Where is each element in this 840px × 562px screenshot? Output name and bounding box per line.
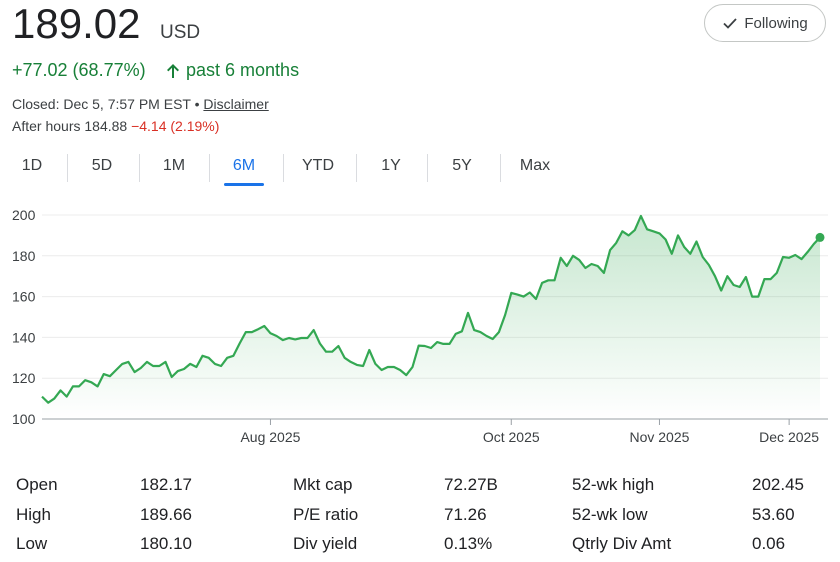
range-tabs: 1D 5D 1M 6M YTD 1Y 5Y Max: [0, 150, 560, 186]
after-hours-price: After hours 184.88: [12, 118, 128, 134]
separator: •: [194, 96, 200, 112]
stat-label: Div yield: [293, 534, 358, 553]
closed-info: Closed: Dec 5, 7:57 PM EST • Disclaimer: [12, 96, 269, 112]
y-tick-label: 200: [12, 207, 36, 223]
currency: USD: [160, 22, 201, 43]
follow-button[interactable]: Following: [704, 4, 826, 42]
stat-value: 202.45: [752, 475, 804, 494]
stat-value: 180.10: [140, 534, 192, 553]
y-tick-label: 160: [12, 289, 36, 305]
tab-separator: [500, 154, 501, 182]
follow-label: Following: [744, 14, 808, 32]
check-icon: [723, 18, 737, 29]
stat-label: P/E ratio: [293, 505, 359, 524]
up-arrow-icon: [167, 64, 179, 78]
stat-value: 72.27B: [444, 475, 498, 494]
price-change: +77.02 (68.77%): [12, 60, 146, 80]
disclaimer-link[interactable]: Disclaimer: [203, 96, 269, 112]
range-tab[interactable]: Max: [519, 157, 551, 174]
tab-separator: [67, 154, 68, 182]
range-tab[interactable]: 1Y: [381, 157, 401, 174]
after-hours: After hours 184.88 −4.14 (2.19%): [12, 118, 219, 134]
stat-label: Mkt cap: [293, 475, 353, 494]
range-tab[interactable]: 5Y: [452, 157, 472, 174]
stat-value: 0.13%: [444, 534, 493, 553]
price: 189.02: [12, 0, 141, 47]
price-chart: 100 120 140 160 180 200 Aug 2025 Oct 2025 Nov 20…: [12, 207, 828, 445]
stat-value: 182.17: [140, 475, 192, 494]
range-tab[interactable]: 1D: [21, 157, 43, 174]
stat-value: 71.26: [444, 505, 487, 524]
last-point: [815, 232, 825, 242]
x-tick-label: Dec 2025: [759, 429, 819, 445]
y-tick-label: 120: [12, 370, 36, 386]
closed-time: Closed: Dec 5, 7:57 PM EST: [12, 96, 191, 112]
tab-separator: [209, 154, 210, 182]
period: past 6 months: [186, 60, 300, 80]
x-tick-label: Nov 2025: [629, 429, 689, 445]
stat-label: High: [16, 505, 51, 524]
range-tab[interactable]: 1M: [162, 157, 186, 174]
tab-separator: [139, 154, 140, 182]
tab-separator: [283, 154, 284, 182]
stat-value: 189.66: [140, 505, 192, 524]
after-hours-change: −4.14 (2.19%): [131, 118, 220, 134]
stat-label: Low: [16, 534, 48, 553]
y-tick-label: 140: [12, 329, 36, 345]
stat-value: 0.06: [752, 534, 786, 553]
stat-label: 52-wk low: [572, 505, 648, 524]
selected-indicator: [224, 183, 264, 186]
stat-label: 52-wk high: [572, 475, 655, 494]
x-tick-label: Aug 2025: [240, 429, 300, 445]
stat-value: 53.60: [752, 505, 795, 524]
x-tick-label: Oct 2025: [483, 429, 540, 445]
range-tab[interactable]: 6M: [232, 157, 256, 174]
area-fill: [42, 216, 820, 419]
range-tab[interactable]: 5D: [91, 157, 113, 174]
price-line: [41, 214, 821, 404]
stat-label: Qtrly Div Amt: [572, 534, 672, 553]
range-tab[interactable]: YTD: [302, 157, 334, 174]
y-tick-label: 180: [12, 248, 36, 264]
tab-separator: [356, 154, 357, 182]
y-tick-label: 100: [12, 411, 36, 427]
stat-label: Open: [16, 475, 58, 494]
tab-separator: [427, 154, 428, 182]
